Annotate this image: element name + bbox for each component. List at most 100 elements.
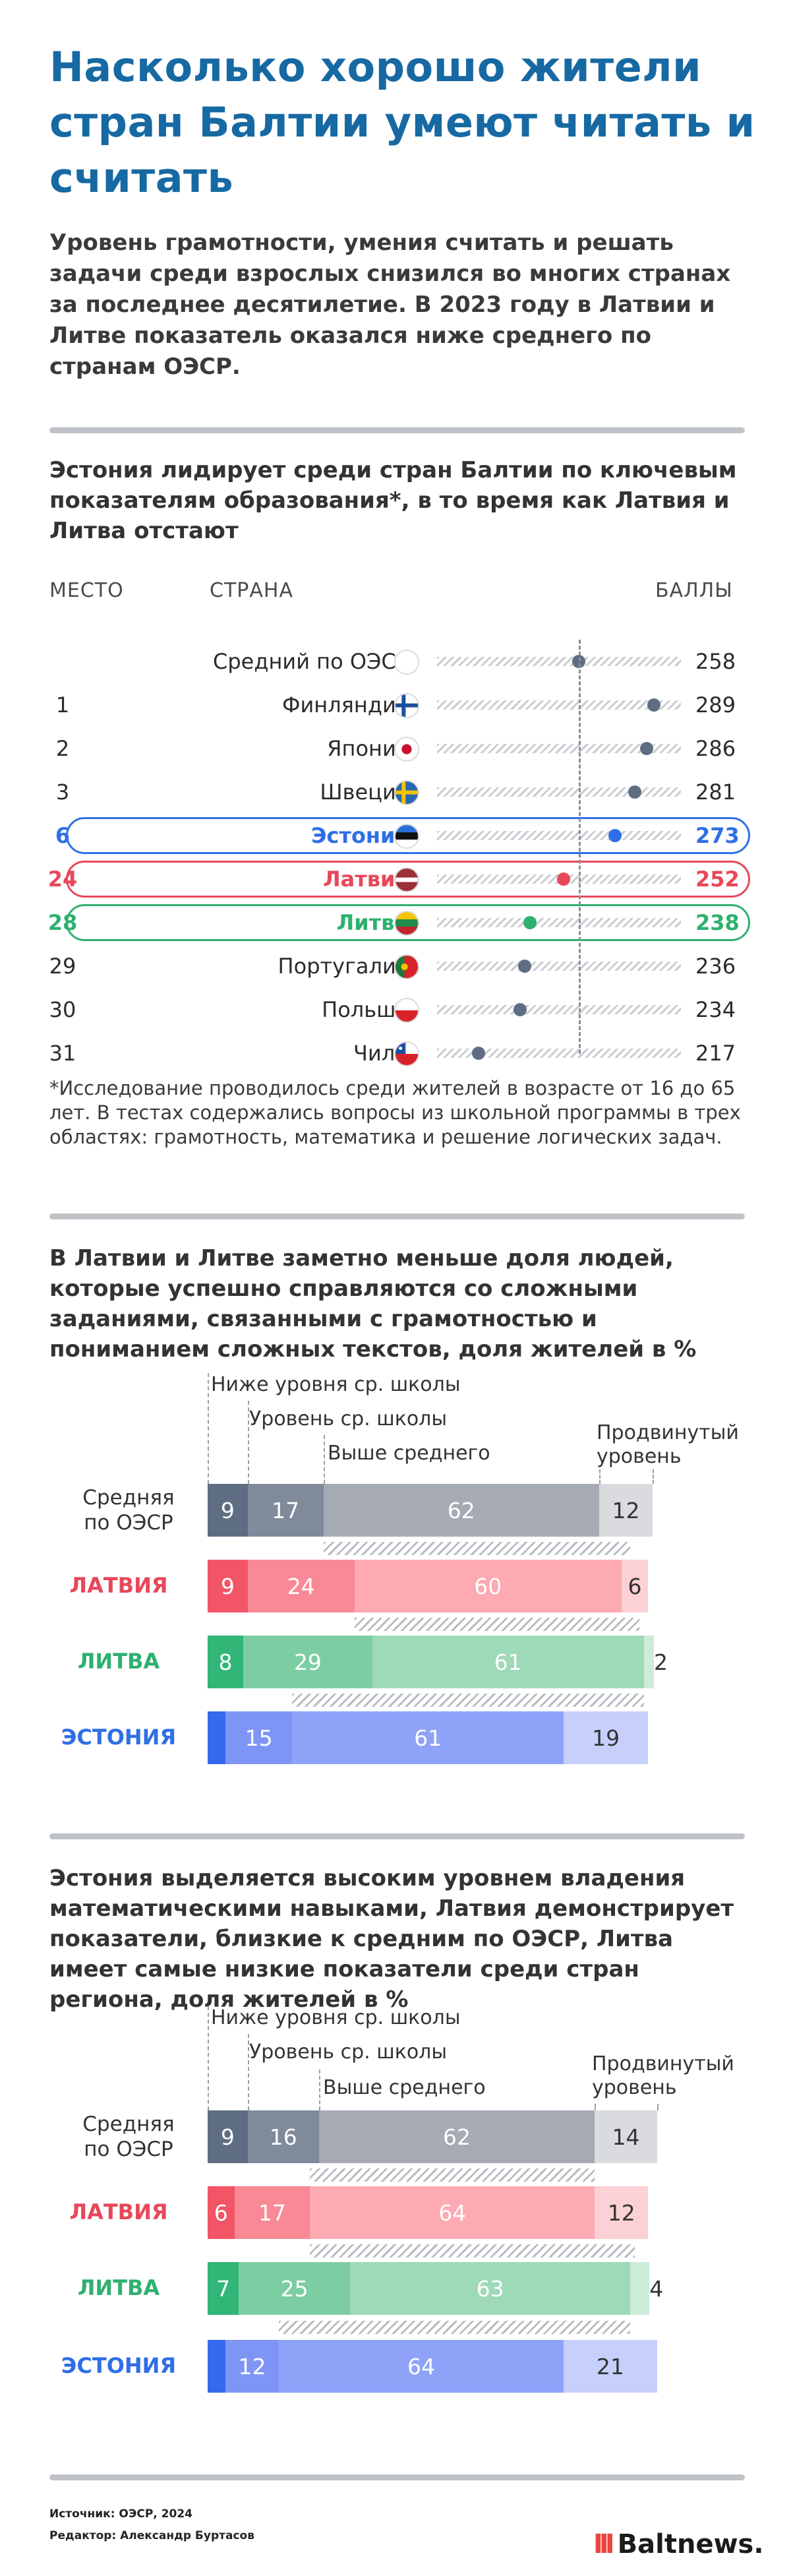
place-label: 29 [49, 954, 76, 979]
score-track [437, 1005, 681, 1014]
bar-segment: 19 [564, 1711, 649, 1764]
legend-guide-line [599, 1469, 601, 1484]
highlight-frame-estonia [66, 817, 750, 854]
score-point [628, 785, 641, 799]
legend-guide-line [595, 2104, 597, 2110]
source-note: Источник: ОЭСР, 2024 [49, 2507, 192, 2521]
bar-segment: 4 [208, 2340, 241, 2393]
place-label: 3 [55, 780, 70, 805]
score-point [640, 742, 654, 755]
bar-segment: 14 [595, 2110, 657, 2163]
score-label: 286 [695, 736, 736, 761]
oecd-average-line [578, 640, 581, 1054]
japan-flag-icon [394, 737, 419, 762]
score-point [557, 873, 571, 886]
latvia-flag-icon [394, 867, 419, 892]
highlight-frame-latvia [66, 861, 750, 898]
place-label: 24 [47, 867, 78, 892]
change-connector [323, 1541, 631, 1555]
bar-segment: 62 [318, 2110, 595, 2163]
bar-segment: 4 [208, 1711, 241, 1764]
divider [49, 1213, 745, 1219]
category-label: Средняя по ОЭСР [82, 1486, 175, 1535]
category-label: ЭСТОНИЯ [61, 1725, 177, 1750]
footnote: *Исследование проводилось среди жителей … [49, 1077, 741, 1148]
legend-item: Продвинутый уровень [592, 2052, 734, 2099]
bar-segment: 17 [234, 2186, 310, 2239]
bar-segment: 63 [350, 2262, 631, 2315]
section2-heading: В Латвии и Литве заметно меньше доля люд… [49, 1245, 697, 1363]
score-point [513, 1003, 527, 1016]
divider [49, 2474, 745, 2480]
bar-segment: 4 [630, 2262, 663, 2315]
change-connector [354, 1617, 639, 1631]
score-label: 281 [695, 780, 736, 805]
ranking-row: 29 Португалия 236 [0, 944, 791, 988]
score-track [437, 700, 681, 710]
legend-item: Продвинутый уровень [597, 1421, 739, 1468]
category-label: ЭСТОНИЯ [61, 2353, 177, 2378]
score-track [437, 831, 681, 840]
score-point [471, 1047, 485, 1060]
estonia-flag-icon [394, 824, 419, 849]
bar-segment: 64 [310, 2186, 595, 2239]
bar-segment: 62 [323, 1484, 599, 1537]
ranking-row: 3 Швеция 281 [0, 770, 791, 814]
finland-flag-icon [394, 693, 419, 718]
column-header-score: БАЛЛЫ [655, 579, 733, 602]
score-label: 236 [695, 954, 736, 979]
divider [49, 427, 745, 433]
category-label: ЛИТВА [77, 1649, 160, 1674]
legend-guide-line [208, 2006, 209, 2110]
ranking-row: 28 Литва 238 [0, 901, 791, 944]
country-label: Средний по ОЭСР [213, 649, 409, 674]
bar-segment: 29 [243, 1636, 372, 1688]
bar-segment: 61 [292, 1711, 564, 1764]
country-label: Эстония [310, 823, 409, 848]
bar-segment: 16 [247, 2110, 319, 2163]
change-connector [310, 2168, 595, 2182]
editor-note: Редактор: Александр Буртасов [49, 2529, 254, 2542]
score-point [647, 698, 661, 712]
baltnews-logo: III Baltnews. [593, 2529, 764, 2560]
score-label: 258 [695, 649, 736, 674]
column-header-place: МЕСТО [49, 579, 124, 602]
legend-guide-line [318, 2070, 320, 2110]
bar-segment: 15 [225, 1711, 293, 1764]
bar-segment: 9 [208, 1484, 248, 1537]
score-track [437, 744, 681, 753]
divider [49, 1833, 745, 1839]
category-label: Средняя по ОЭСР [82, 2112, 175, 2161]
section3-heading: Эстония выделяется высоким уровнем владе… [49, 1865, 734, 2013]
bar-segment: 7 [208, 2262, 239, 2315]
ranking-row: 6 Эстония 273 [0, 814, 791, 857]
category-label: ЛАТВИЯ [69, 1573, 168, 1598]
place-label: 2 [55, 736, 70, 761]
ranking-row: 1 Финляндия 289 [0, 683, 791, 727]
section1-heading: Эстония лидирует среди стран Балтии по к… [49, 457, 737, 544]
change-connector [310, 2244, 635, 2257]
bar-segment: 17 [247, 1484, 324, 1537]
ranking-row: Средний по ОЭСР 258 [0, 640, 791, 683]
highlight-frame-lithuania [66, 904, 750, 941]
country-label: Португалия [278, 954, 409, 979]
score-label: 238 [695, 910, 740, 935]
score-label: 252 [695, 867, 740, 892]
sweden-flag-icon [394, 780, 419, 805]
bar-segment: 12 [595, 2186, 649, 2239]
score-label: 273 [695, 823, 740, 848]
score-point [608, 829, 622, 842]
ranking-row: 30 Польша 234 [0, 988, 791, 1031]
place-label: 6 [55, 823, 71, 848]
score-point [518, 960, 532, 973]
page-title: Насколько хорошо жители стран Балтии уме… [49, 43, 755, 202]
chile-flag-icon [394, 1041, 419, 1066]
score-track [437, 918, 681, 927]
oecd-flag-icon [394, 650, 419, 675]
legend-guide-line [323, 1435, 325, 1484]
column-header-country: СТРАНА [210, 579, 293, 602]
category-label: ЛАТВИЯ [69, 2199, 168, 2224]
place-label: 28 [47, 910, 78, 935]
bar-segment: 60 [354, 1560, 622, 1612]
lithuania-flag-icon [394, 911, 419, 936]
